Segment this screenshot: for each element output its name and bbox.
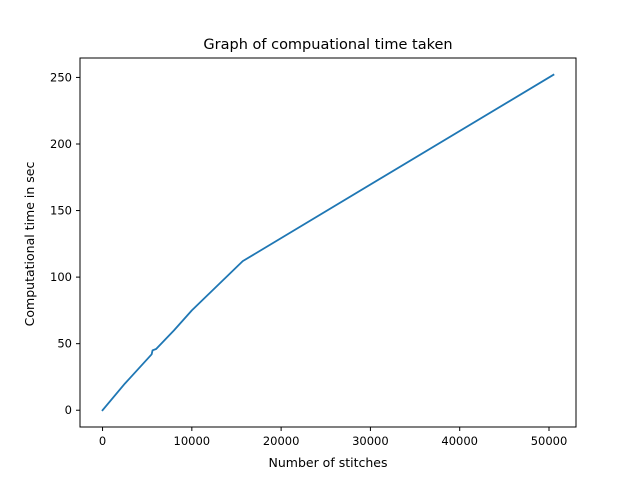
y-tick-label: 100 bbox=[50, 270, 72, 284]
y-axis-label: Computational time in sec bbox=[22, 162, 37, 327]
x-tick-label: 50000 bbox=[531, 434, 568, 448]
y-tick-label: 50 bbox=[57, 337, 72, 351]
x-tick-label: 30000 bbox=[352, 434, 389, 448]
x-tick-label: 40000 bbox=[441, 434, 478, 448]
series-line-0 bbox=[101, 73, 555, 412]
x-tick-label: 0 bbox=[99, 434, 106, 448]
plot-area: 0 10000 20000 30000 40000 50000 0 50 100 150 200 25… bbox=[50, 57, 577, 448]
x-axis-label: Number of stitches bbox=[269, 455, 388, 470]
chart-title: Graph of compuational time taken bbox=[203, 37, 452, 53]
y-tick-label: 150 bbox=[50, 204, 72, 218]
y-tick-label: 250 bbox=[50, 70, 72, 84]
x-tick-label: 20000 bbox=[263, 434, 300, 448]
y-tick-label: 0 bbox=[65, 403, 72, 417]
x-tick-label: 10000 bbox=[174, 434, 211, 448]
y-tick-label: 200 bbox=[50, 137, 72, 151]
axes-frame bbox=[79, 57, 577, 428]
